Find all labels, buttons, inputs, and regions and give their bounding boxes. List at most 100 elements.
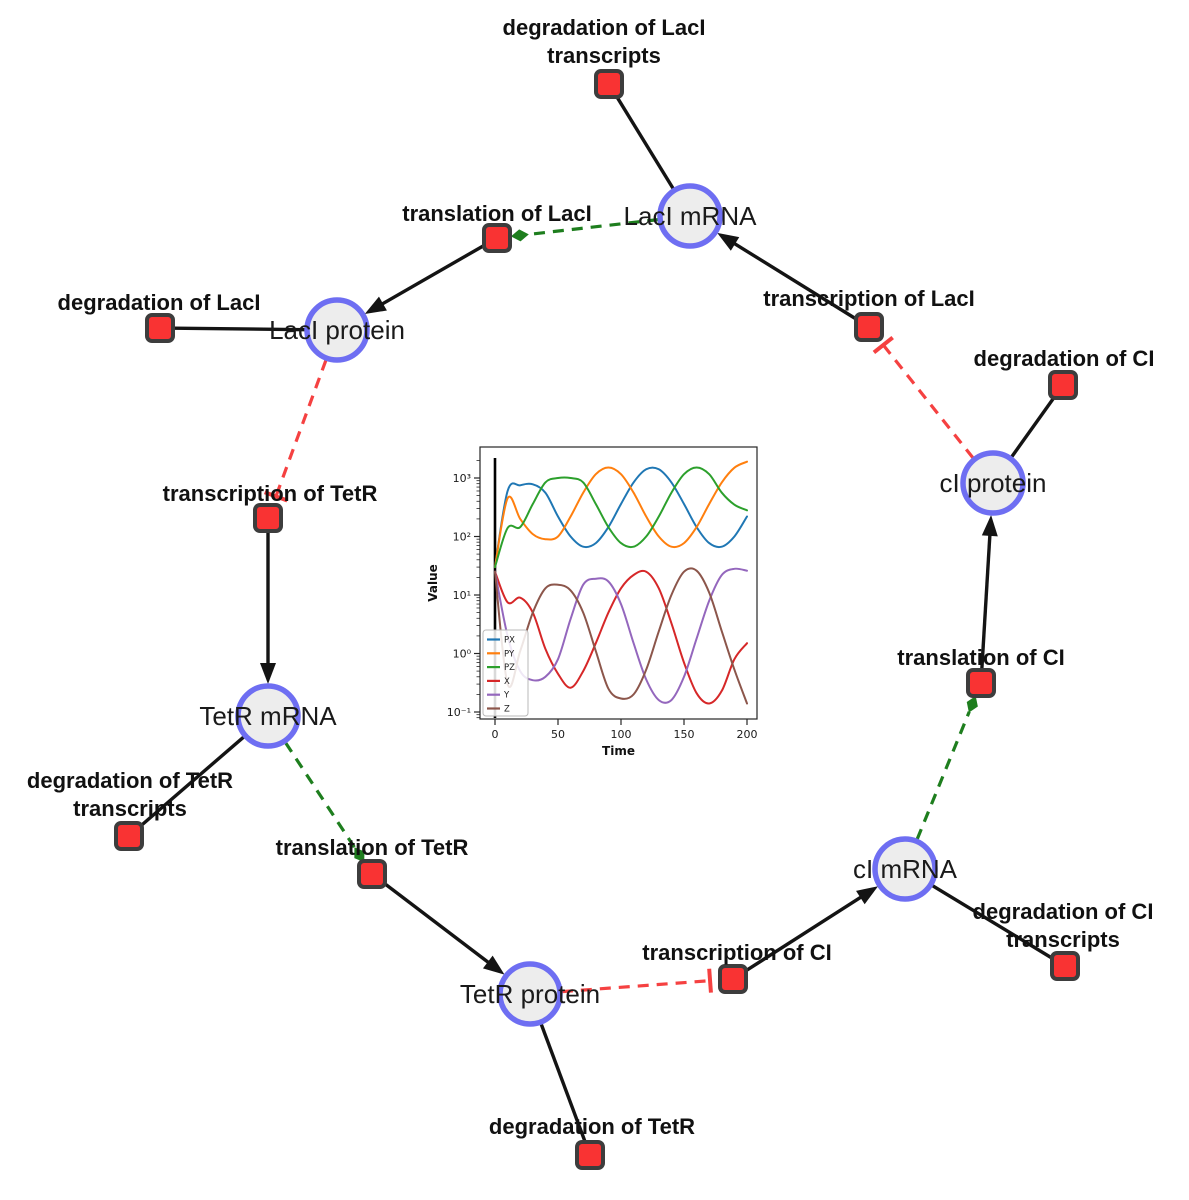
production-line (382, 881, 493, 967)
modifier-diamond-icon (966, 695, 978, 713)
reaction-label-txn_CI-line1: transcription of CI (642, 940, 831, 965)
arrowhead-icon (482, 955, 505, 975)
edge-consumption-LacI_protein-deg_LacI (173, 326, 306, 332)
chart-series-Z (494, 567, 748, 705)
reaction-node-txn_TetR[interactable] (253, 503, 283, 533)
chart-series-X (494, 569, 748, 705)
modifier-line (284, 741, 357, 849)
x-tick-label: 100 (611, 728, 632, 741)
reaction-node-deg_LacI[interactable] (145, 313, 175, 343)
reaction-node-deg_TetR_tx[interactable] (114, 821, 144, 851)
node-layer (114, 69, 1080, 1170)
reaction-node-deg_CI[interactable] (1048, 370, 1078, 400)
reaction-label-deg_LacI_tx-line1: degradation of LacI (503, 15, 706, 40)
production-line (377, 243, 486, 308)
reaction-label-deg_LacI_tx-line2: transcripts (547, 43, 661, 68)
legend-label-PX: PX (504, 636, 515, 646)
modifier-diamond-icon (354, 847, 365, 863)
x-tick-label: 50 (551, 728, 565, 741)
reaction-label-deg_TetR_tx-line1: degradation of TetR (27, 768, 233, 793)
edge-production-txn_CI-cI_mRNA (743, 886, 879, 973)
edge-production-transl_TetR-TetR_protein (382, 881, 505, 975)
chart-y-axis-label: Value (426, 564, 440, 602)
reaction-node-transl_LacI[interactable] (482, 223, 512, 253)
chart-legend: PX PY PZ XYZ (482, 629, 529, 717)
edge-consumption-cI_protein-deg_CI (1010, 395, 1057, 458)
species-label-LacI_protein: LacI protein (269, 315, 405, 345)
reaction-label-deg_TetR_tx-line2: transcripts (73, 796, 187, 821)
inhibition-tee-icon (263, 490, 288, 503)
edge-consumption-cI_mRNA-deg_CI_tx (931, 884, 1054, 961)
species-label-TetR_mRNA: TetR mRNA (199, 701, 337, 731)
inhibition-tee-icon (707, 968, 713, 993)
chart-background (430, 435, 777, 777)
edge-production-txn_TetR-TetR_mRNA (260, 532, 276, 684)
reaction-node-txn_LacI[interactable] (854, 312, 884, 342)
edge-inhibition-LacI_protein-txn_TetR (263, 359, 328, 503)
reaction-node-txn_CI[interactable] (718, 964, 748, 994)
legend-label-PY: PY (504, 649, 515, 659)
arrowhead-icon (260, 663, 276, 684)
edge-inhibition-cI_protein-txn_LacI (872, 335, 975, 459)
species-label-TetR_protein: TetR protein (460, 979, 600, 1009)
species-label-cI_mRNA: cI mRNA (853, 854, 958, 884)
reaction-label-transl_LacI-line1: translation of LacI (402, 201, 591, 226)
edge-production-transl_CI-cI_protein (980, 514, 998, 670)
reaction-label-deg_CI_tx-line1: degradation of CI (973, 899, 1154, 924)
reaction-label-deg_LacI-line1: degradation of LacI (58, 290, 261, 315)
species-label-cI_protein: cI protein (940, 468, 1047, 498)
consumption-line (1010, 395, 1057, 458)
chart-x-axis-label: Time (602, 744, 635, 758)
species-node-LacI_mRNA[interactable] (657, 183, 723, 249)
arrowhead-icon (981, 514, 998, 537)
chart-series-PY (494, 460, 748, 569)
chart-series-PX (494, 466, 748, 569)
y-tick-label: 10¹ (453, 589, 471, 602)
y-tick-label: 10⁰ (453, 648, 472, 661)
arrowhead-icon (364, 296, 387, 315)
edge-production-transl_LacI-LacI_protein (364, 243, 486, 315)
edge-production-txn_LacI-LacI_mRNA (717, 232, 858, 322)
reaction-node-deg_LacI_tx[interactable] (594, 69, 624, 99)
species-label-LacI_mRNA: LacI mRNA (624, 201, 758, 231)
species-node-TetR_mRNA[interactable] (235, 683, 301, 749)
production-line (729, 239, 858, 322)
reaction-label-transl_TetR-line1: translation of TetR (276, 835, 469, 860)
reaction-node-transl_CI[interactable] (966, 668, 996, 698)
edge-layer (138, 95, 1057, 1143)
species-node-TetR_protein[interactable] (497, 961, 563, 1027)
reaction-label-deg_CI_tx-line2: transcripts (1006, 927, 1120, 952)
species-node-cI_protein[interactable] (960, 450, 1026, 516)
edge-consumption-LacI_mRNA-deg_LacI_tx (614, 95, 675, 190)
x-tick-label: 200 (737, 728, 758, 741)
label-layer: degradation of LacI transcripts translatio… (27, 15, 1155, 1139)
legend-label-X: X (504, 677, 510, 687)
arrowhead-icon (717, 232, 740, 251)
edge-consumption-TetR_protein-deg_TetR (539, 1023, 587, 1143)
reaction-node-deg_CI_tx[interactable] (1050, 951, 1080, 981)
legend-label-PZ: PZ (504, 663, 515, 673)
x-tick-label: 150 (674, 728, 695, 741)
reaction-node-transl_TetR[interactable] (357, 859, 387, 889)
consumption-line (173, 326, 306, 332)
x-tick-label: 0 (492, 728, 499, 741)
modifier-diamond-icon (510, 229, 529, 242)
reaction-label-transl_CI-line1: translation of CI (897, 645, 1064, 670)
legend-label-Y: Y (503, 691, 510, 701)
modifier-line (915, 711, 971, 840)
modifier-line (527, 218, 659, 237)
inhibition-tee-icon (872, 335, 894, 355)
consumption-line (614, 95, 675, 190)
species-node-LacI_protein[interactable] (304, 297, 370, 363)
consumption-line (138, 735, 245, 829)
arrowhead-icon (856, 886, 879, 905)
reaction-node-deg_TetR[interactable] (575, 1140, 605, 1170)
consumption-line (931, 884, 1054, 961)
chart-series-PZ (494, 466, 748, 569)
chart-plot-box (479, 446, 758, 720)
species-node-cI_mRNA[interactable] (872, 836, 938, 902)
inhibition-line (882, 344, 975, 459)
